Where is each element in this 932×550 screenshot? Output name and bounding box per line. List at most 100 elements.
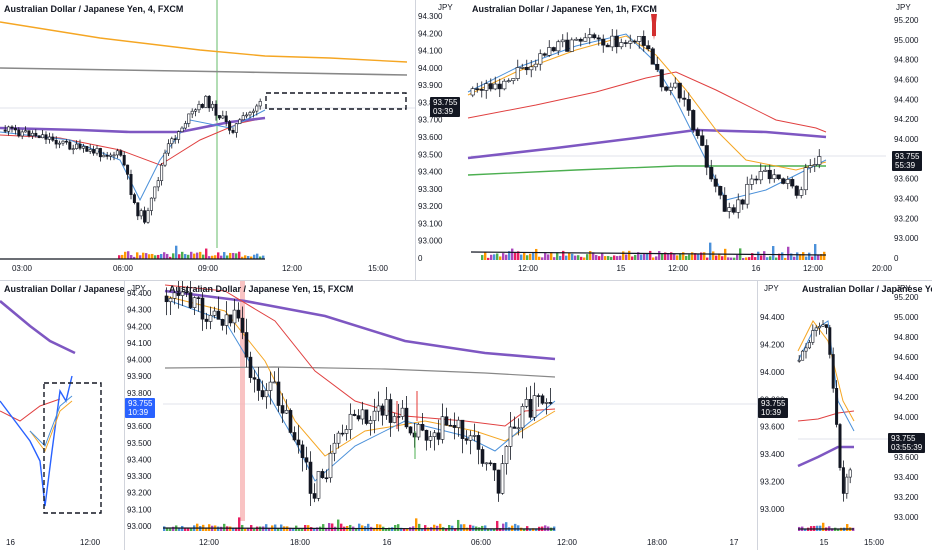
candle-body [745,184,750,205]
candle-body [479,89,484,91]
volume-bar [406,528,409,531]
candle-body [336,432,341,444]
volume-bar [289,527,292,531]
volume-bar [529,528,532,531]
price-scale-tick: 93.200 [127,489,152,498]
volume-bar [816,525,819,531]
candle-body [75,143,79,149]
volume-bar [697,254,700,260]
candle-body [845,476,849,494]
candle-body [790,179,795,187]
volume-bar [523,528,526,531]
pane-divider-horizontal[interactable] [0,280,932,281]
candle-body [51,136,55,141]
candle-body [767,169,772,180]
volume-bar [235,527,238,531]
candle-body [272,381,277,384]
candle-body [605,44,610,48]
volume-bar [685,255,688,260]
volume-bar [457,519,460,531]
candle-body [212,310,217,316]
candle-body [244,332,249,358]
candle-body [200,297,205,320]
price-scale-tick: 94.100 [127,339,152,348]
chart-pane-bottom-middle[interactable]: 94.400 94.300 94.200 94.100 94.000 93.900 93.8… [125,281,757,550]
volume-bar [388,527,391,531]
volume-bar [142,252,145,259]
candle-body [542,53,547,56]
volume-bar [454,528,457,531]
orange-ma-line [797,320,855,422]
pane-divider-vertical-br[interactable] [757,281,758,550]
pane-divider-vertical-top[interactable] [415,0,416,280]
red-arrow-shaft [652,14,656,36]
candle-body [828,327,832,355]
volume-bar [145,253,148,259]
candle-body [515,67,520,79]
volume-bar [553,257,556,260]
volume-bar [610,256,613,260]
chart-pane-bottom-right[interactable]: 94.40094.20094.00093.80093.60093.40093.2… [758,281,932,550]
chart-pane-top-right[interactable]: 94.30094.20094.10094.00093.90093.80093.7… [416,0,932,280]
candle-body [583,37,588,42]
candle-body [520,67,525,69]
volume-bar [769,256,772,260]
volume-bar [523,252,526,260]
candle-body [156,180,160,188]
volume-ma-line [162,527,556,530]
volume-bar [463,524,466,531]
volume-bar [550,252,553,260]
candle-body [85,146,89,152]
candle-body [727,207,732,212]
time-axis-tick: 12:00 [199,538,220,547]
time-axis-tick: 12:00 [518,264,539,273]
volume-bar [589,251,592,260]
chart-canvas[interactable]: 94.400 94.300 94.200 94.100 94.000 93.900 93.8… [125,281,757,550]
volume-bar [544,252,547,260]
volume-bar [487,257,490,260]
candle-body [284,410,289,414]
volume-bar [667,253,670,260]
time-axis-tick: 18:00 [647,538,668,547]
candle-body [126,164,130,175]
volume-bar [325,528,328,531]
volume-bar [136,252,139,259]
volume-bar [127,251,130,259]
candle-body [105,154,109,157]
red-ma-line [164,284,556,427]
chart-pane-top-left[interactable]: 03:00 06:00 09:00 12:00 15:00 Australian Dol… [0,0,415,280]
candle-body [408,426,413,434]
chart-pane-bottom-left[interactable]: 16 12:00 Australian Dollar / Japanese Yen… [0,281,124,550]
candle-body [641,36,646,46]
candle-body [204,318,209,322]
volume-bar [559,255,562,260]
time-axis-tick: 20:00 [872,264,893,273]
candle-body [231,129,235,133]
volume-bar [613,255,616,260]
candle-body [691,110,696,131]
candle-body [296,439,301,446]
volume-bar [178,527,181,531]
volume-bar [820,254,823,260]
volume-bar [505,254,508,260]
chart-canvas[interactable]: 94.30094.20094.10094.00093.90093.80093.7… [416,0,932,280]
price-scale-tick: 93.000 [760,505,785,514]
volume-bar [448,524,451,531]
volume-bar [598,256,601,260]
volume-bar [778,253,781,260]
volume-bar [601,252,604,260]
price-label-right: 93.755 55:39 [892,151,923,171]
chart-canvas[interactable]: 03:00 06:00 09:00 12:00 15:00 [0,0,415,280]
volume-bar [259,256,262,259]
candle-body [129,174,133,195]
candle-body [20,131,24,137]
volume-bar [124,251,127,259]
volume-bar [250,256,253,259]
pane-divider-vertical-bl[interactable] [124,281,125,550]
volume-bar [721,256,724,260]
volume-bar [703,252,706,260]
price-scale-tick: 94.000 [760,368,785,377]
chart-canvas[interactable]: 16 12:00 [0,281,124,550]
volume-bar [154,255,157,259]
price-scale-tick: 94.400 [760,313,785,322]
